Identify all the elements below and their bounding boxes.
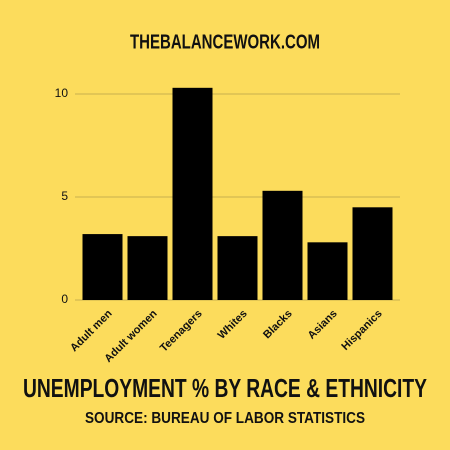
- bar: [172, 87, 213, 300]
- bar: [217, 236, 258, 300]
- bar: [127, 236, 168, 300]
- chart-subtitle: SOURCE: BUREAU OF LABOR STATISTICS: [85, 410, 365, 427]
- bar: [262, 190, 303, 300]
- site-header: THEBALANCEWORK.COM: [130, 31, 320, 53]
- bar: [352, 207, 393, 300]
- bar: [82, 234, 123, 300]
- chart-title: UNEMPLOYMENT % BY RACE & ETHNICITY: [23, 373, 427, 403]
- y-tick-label: 5: [61, 189, 68, 203]
- y-tick-label: 0: [61, 292, 68, 306]
- y-tick-label: 10: [55, 86, 69, 100]
- bar: [307, 242, 348, 300]
